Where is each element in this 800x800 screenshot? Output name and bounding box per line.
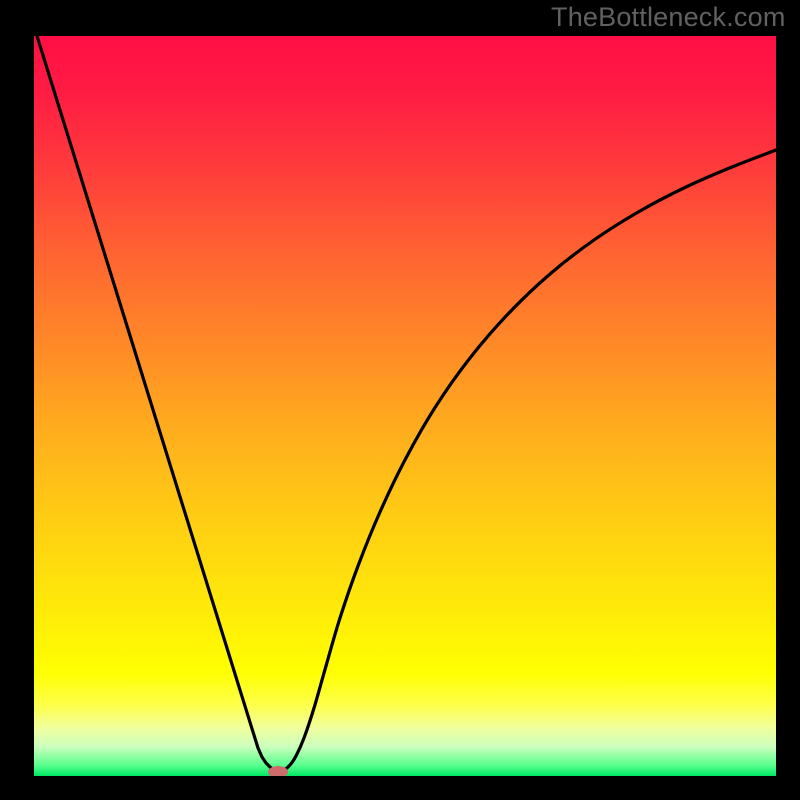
watermark-text: TheBottleneck.com [551,2,786,33]
plot-area [34,36,776,776]
chart-svg [34,36,776,776]
gradient-background [34,36,776,776]
